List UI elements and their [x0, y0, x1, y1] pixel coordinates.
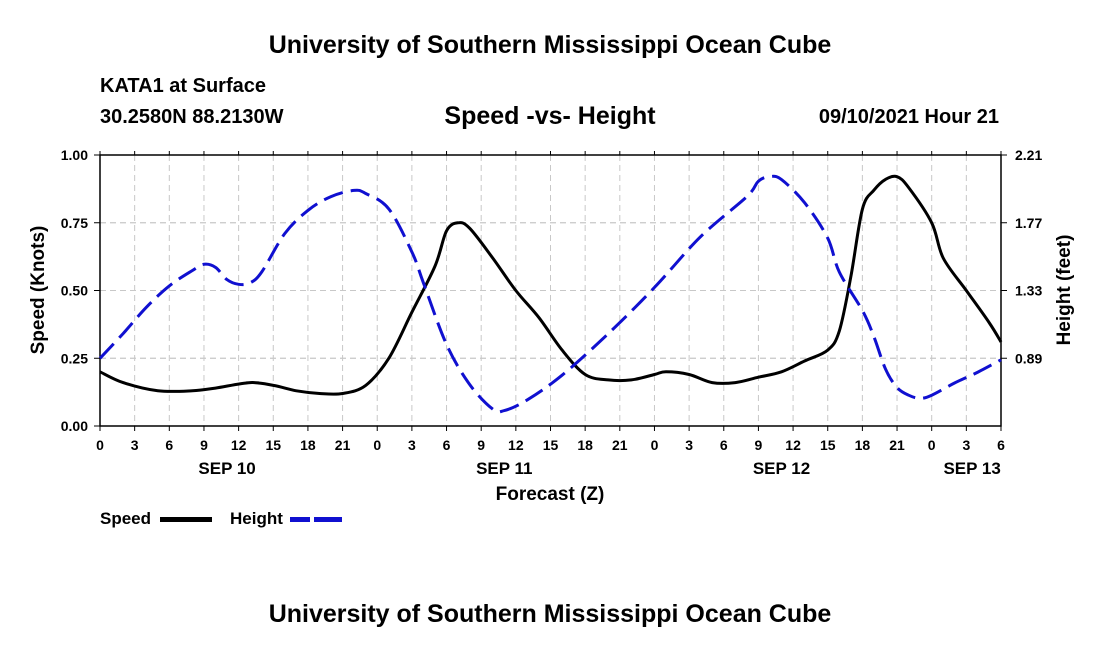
x-tick-label: 6	[165, 437, 173, 453]
date-label: SEP 13	[943, 459, 1000, 478]
y-right-tick-label: 2.21	[1015, 147, 1042, 163]
x-tick-label: 0	[928, 437, 936, 453]
x-tick-label: 3	[962, 437, 970, 453]
x-tick-label: 0	[373, 437, 381, 453]
x-tick-label: 0	[96, 437, 104, 453]
station-label: KATA1 at Surface	[100, 75, 266, 97]
y-left-tick-label: 0.00	[61, 418, 88, 434]
x-tick-label: 3	[131, 437, 139, 453]
series-line-height	[98, 174, 1002, 414]
y-left-axis-label: Speed (Knots)	[28, 226, 49, 355]
x-tick-label: 21	[889, 437, 905, 453]
date-label: SEP 10	[198, 459, 255, 478]
x-tick-label: 18	[577, 437, 593, 453]
y-right-tick-label: 1.77	[1015, 215, 1042, 231]
x-tick-label: 18	[300, 437, 316, 453]
y-left-tick-label: 0.75	[61, 215, 88, 231]
x-tick-label: 6	[443, 437, 451, 453]
x-tick-label: 12	[508, 437, 524, 453]
legend-speed-label: Speed	[100, 509, 152, 528]
x-tick-label: 0	[651, 437, 659, 453]
x-tick-label: 21	[335, 437, 351, 453]
date-label: SEP 11	[476, 459, 532, 478]
forecast-datetime: 09/10/2021 Hour 21	[818, 106, 999, 128]
x-tick-label: 9	[477, 437, 485, 453]
top-banner-title: University of Southern Mississippi Ocean…	[268, 31, 832, 59]
legend-speed-swatch	[160, 517, 212, 522]
x-tick-label: 6	[997, 437, 1005, 453]
date-label: SEP 12	[753, 459, 810, 478]
x-tick-label: 12	[785, 437, 801, 453]
y-left-tick-label: 0.50	[61, 283, 88, 299]
y-right-axis-label: Height (feet)	[1054, 235, 1075, 346]
x-tick-label: 12	[231, 437, 247, 453]
station-coordinates: 30.2580N 88.2130W	[100, 106, 284, 128]
bottom-banner-title: University of Southern Mississippi Ocean…	[268, 600, 832, 628]
legend-height-label: Height	[230, 509, 283, 528]
x-tick-label: 21	[612, 437, 628, 453]
x-axis-label: Forecast (Z)	[496, 484, 605, 505]
chart-title: Speed -vs- Height	[444, 102, 656, 130]
x-tick-label: 3	[408, 437, 416, 453]
x-tick-label: 15	[265, 437, 281, 453]
x-tick-label: 9	[755, 437, 763, 453]
x-tick-label: 9	[200, 437, 208, 453]
x-tick-label: 15	[543, 437, 559, 453]
y-left-tick-label: 1.00	[61, 147, 88, 163]
y-right-tick-label: 0.89	[1015, 350, 1042, 366]
x-tick-label: 18	[855, 437, 871, 453]
x-tick-label: 3	[685, 437, 693, 453]
y-left-tick-label: 0.25	[61, 350, 88, 366]
series-line-speed	[99, 174, 1003, 396]
y-right-tick-label: 1.33	[1015, 283, 1042, 299]
legend-height-swatch	[290, 517, 342, 522]
x-tick-label: 6	[720, 437, 728, 453]
x-tick-label: 15	[820, 437, 836, 453]
